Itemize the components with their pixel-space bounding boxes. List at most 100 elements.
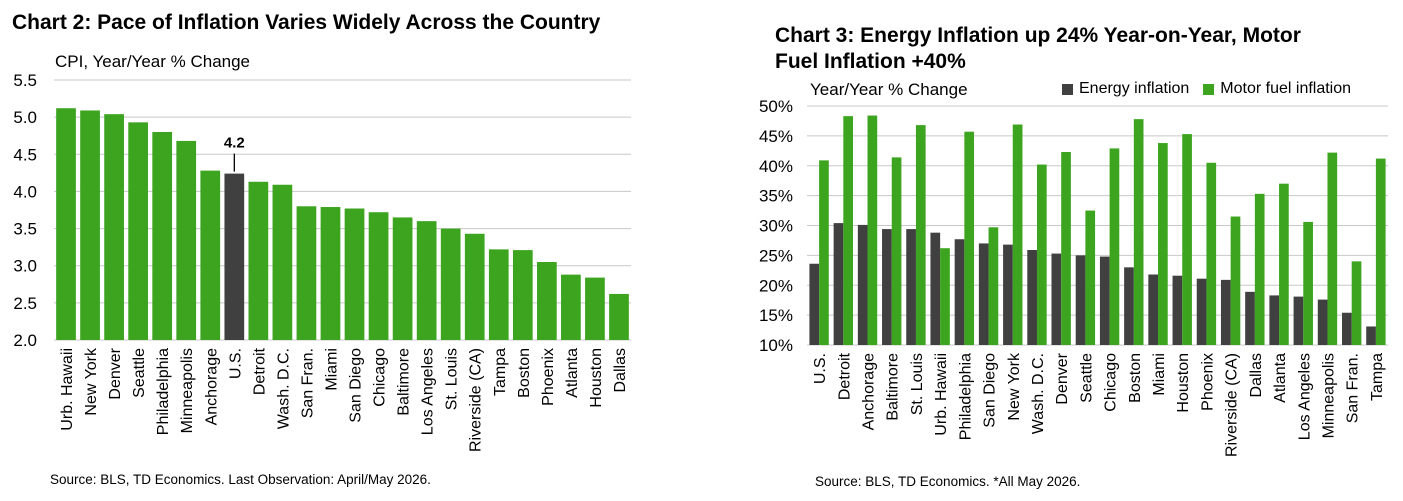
bar-energy-inflation-denver (1051, 253, 1062, 345)
bar-energy-inflation-houston (1172, 275, 1183, 345)
x-tick-label: U.S. (812, 353, 829, 384)
legend-item-motor-fuel: Motor fuel inflation (1203, 80, 1351, 98)
x-tick-label: Anchorage (203, 348, 220, 425)
y-tick-label: 45% (759, 127, 793, 146)
x-tick-label: New York (83, 347, 100, 416)
x-tick-label: Boston (1127, 353, 1144, 403)
chart-3-title: Chart 3: Energy Inflation up 24% Year-on… (775, 24, 1301, 73)
bar-baltimore (392, 217, 413, 340)
x-tick-label: St. Louis (909, 353, 926, 415)
bar-motor-fuel-inflation-baltimore (891, 157, 902, 345)
bar-motor-fuel-inflation-anchorage (867, 115, 878, 345)
y-tick-label: 50% (759, 97, 793, 116)
x-tick-label: San Fran. (299, 348, 316, 418)
bar-motor-fuel-inflation-san-diego (988, 227, 999, 345)
chart-3-y-axis-label: Year/Year % Change (810, 80, 968, 99)
x-tick-label: Tampa (1369, 353, 1386, 401)
bar-energy-inflation-san-diego (978, 243, 989, 345)
bar-urb-hawaii (56, 108, 76, 340)
bar-energy-inflation-minneapolis (1317, 299, 1328, 345)
bar-seattle (128, 122, 149, 340)
bar-energy-inflation-philadelphia (954, 239, 965, 345)
y-tick-label: 5.0 (13, 108, 37, 127)
bar-energy-inflation-anchorage (857, 224, 868, 345)
y-tick-label: 2.0 (13, 331, 37, 350)
y-tick-label: 5.5 (13, 71, 37, 90)
x-tick-label: Baltimore (885, 353, 902, 421)
chart-2-panel: Chart 2: Pace of Inflation Varies Widely… (0, 0, 700, 501)
legend-swatch-energy (1062, 83, 1073, 95)
bar-energy-inflation-st-louis (906, 229, 916, 345)
x-tick-label: Houston (1175, 353, 1192, 413)
bar-motor-fuel-inflation-houston (1182, 134, 1192, 345)
bar-energy-inflation-atlanta (1269, 295, 1280, 345)
chart-3-legend: Energy inflation Motor fuel inflation (1048, 80, 1351, 98)
y-tick-label: 15% (759, 306, 793, 325)
chart-2-source: Source: BLS, TD Economics. Last Observat… (50, 472, 431, 487)
bar-motor-fuel-inflation-chicago (1109, 148, 1120, 345)
bar-denver (104, 114, 124, 341)
bar-anchorage (200, 170, 221, 340)
x-tick-label: Detroit (251, 347, 268, 395)
y-tick-label: 10% (759, 336, 793, 355)
x-tick-label: New York (1006, 352, 1023, 421)
bar-motor-fuel-inflation-riverside-ca (1230, 216, 1241, 345)
bar-motor-fuel-inflation-miami (1158, 143, 1168, 345)
bar-energy-inflation-seattle (1075, 255, 1086, 345)
bar-motor-fuel-inflation-dallas (1254, 193, 1265, 345)
y-tick-label: 2.5 (13, 294, 37, 313)
bar-los-angeles (416, 221, 437, 340)
bar-atlanta (561, 274, 581, 340)
x-tick-label: St. Louis (444, 348, 461, 410)
x-tick-label: San Diego (348, 348, 365, 423)
bar-energy-inflation-phoenix (1196, 278, 1207, 345)
x-tick-label: Phoenix (1199, 353, 1216, 411)
bar-motor-fuel-inflation-st-louis (915, 125, 926, 346)
bar-wash-d-c (272, 184, 293, 340)
bar-motor-fuel-inflation-boston (1133, 119, 1144, 346)
x-tick-label: Philadelphia (957, 353, 974, 440)
y-tick-label: 40% (759, 157, 793, 176)
x-tick-label: Phoenix (540, 348, 557, 406)
x-tick-label: Philadelphia (155, 348, 172, 435)
bar-san-fran (296, 206, 317, 340)
bar-motor-fuel-inflation-detroit (843, 116, 853, 345)
bar-chicago (368, 212, 389, 340)
bar-motor-fuel-inflation-phoenix (1206, 162, 1217, 345)
x-tick-label: Wash. D.C. (275, 348, 292, 429)
bar-energy-inflation-baltimore (882, 229, 892, 345)
bar-philadelphia (152, 132, 173, 340)
x-tick-label: San Diego (982, 353, 999, 428)
x-tick-label: Denver (107, 347, 124, 399)
chart-3-plot: 10% 15% 20% 25% 30% 35% 40% 45% 50% U.S. Detroit An… (759, 97, 1388, 457)
bar-energy-inflation-urb-hawaii (930, 232, 941, 345)
x-tick-label: Tampa (492, 348, 509, 396)
chart-3-source: Source: BLS, TD Economics. *All May 2026… (815, 474, 1081, 489)
legend-label-motor-fuel: Motor fuel inflation (1220, 80, 1352, 97)
x-tick-label: Seattle (131, 348, 148, 398)
bar-minneapolis (176, 140, 197, 340)
annotation-label: 4.2 (224, 135, 245, 152)
bar-energy-inflation-miami (1148, 274, 1159, 345)
bar-energy-inflation-new-york (1003, 244, 1013, 345)
bar-tampa (488, 249, 509, 340)
bar-dallas (609, 293, 629, 340)
x-tick-label: Miami (1151, 353, 1168, 396)
bar-energy-inflation-dallas (1245, 291, 1255, 345)
x-tick-label: Anchorage (861, 353, 878, 430)
legend-swatch-motor-fuel (1203, 83, 1215, 95)
y-tick-label: 35% (759, 187, 793, 206)
bar-energy-inflation-chicago (1099, 256, 1110, 345)
legend-label-energy: Energy inflation (1079, 80, 1190, 97)
chart-2-title: Chart 2: Pace of Inflation Varies Widely… (12, 11, 601, 34)
bar-motor-fuel-inflation-wash-d-c (1036, 164, 1047, 345)
x-tick-label: Chicago (1103, 353, 1120, 412)
x-tick-label: Atlanta (564, 348, 581, 398)
x-tick-label: Detroit (836, 352, 853, 400)
bar-san-diego (344, 208, 365, 340)
bar-motor-fuel-inflation-seattle (1085, 210, 1096, 345)
y-tick-label: 3.0 (13, 257, 37, 276)
bar-st-louis (440, 228, 461, 340)
y-tick-label: 30% (759, 217, 793, 236)
x-tick-label: Wash. D.C. (1030, 353, 1047, 434)
